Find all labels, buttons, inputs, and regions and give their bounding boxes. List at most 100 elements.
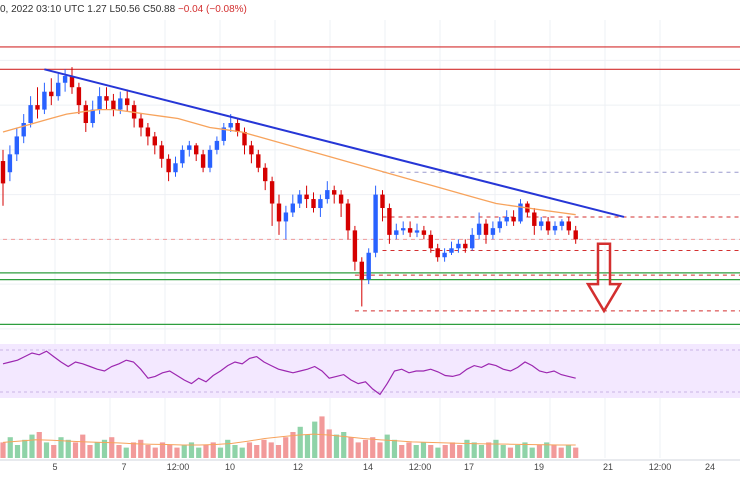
volume-bar <box>297 426 303 458</box>
volume-bar <box>65 439 71 458</box>
volume-bar <box>348 437 354 458</box>
header-change: −0.04 (−0.08%) <box>177 4 247 15</box>
candle-body <box>463 243 468 249</box>
candle-body <box>545 221 551 231</box>
candle-body <box>373 194 378 253</box>
volume-bar <box>174 447 180 458</box>
candle-body <box>435 248 440 258</box>
volume-bar <box>312 421 318 458</box>
x-tick-label: 17 <box>464 462 474 472</box>
volume-bar <box>94 442 100 458</box>
candle-body <box>118 98 123 110</box>
volume-bar <box>428 445 434 458</box>
candle-body <box>125 98 130 106</box>
volume-bar <box>536 445 543 458</box>
candle-body <box>242 131 247 146</box>
candle-body <box>449 248 454 253</box>
volume-bar <box>500 445 506 458</box>
volume-bar <box>399 445 405 458</box>
volume-bar <box>145 445 151 458</box>
volume-bar <box>457 445 463 458</box>
volume-bar <box>355 442 361 458</box>
candle-body <box>552 225 558 231</box>
volume-bar <box>268 442 274 458</box>
header-high: 1.27 <box>87 4 107 15</box>
volume-bar <box>420 442 427 458</box>
candle-body <box>338 194 344 204</box>
candle-body <box>414 230 420 233</box>
candle-body <box>325 190 330 200</box>
volume-ma-line <box>2 433 576 446</box>
candle-body <box>207 149 213 168</box>
rsi-line <box>2 350 576 396</box>
volume-bar <box>72 442 79 458</box>
ohlc-header: 0, 2022 03:10 UTC 1.27 L50.56 C50.88 −0.… <box>0 4 247 15</box>
candle-body <box>76 87 82 106</box>
candle-body <box>366 252 371 280</box>
volume-bar <box>261 439 267 458</box>
candle-body <box>14 136 19 155</box>
candle-body <box>69 76 75 88</box>
volume-bar <box>370 437 376 458</box>
candle-body <box>318 199 323 209</box>
candle-body <box>428 234 433 249</box>
volume-bar <box>87 445 93 458</box>
volume-bar <box>58 437 64 458</box>
volume-bar <box>232 445 238 458</box>
candle-body <box>483 223 489 235</box>
candle-body <box>159 145 164 159</box>
volume-bar <box>565 445 572 458</box>
volume-bar <box>449 442 456 458</box>
candle-body <box>28 105 33 124</box>
volume-bar <box>239 447 245 458</box>
x-tick-label: 24 <box>705 462 715 472</box>
volume-bar <box>529 447 535 458</box>
rsi-panel-background <box>0 344 740 398</box>
candle-body <box>421 230 427 235</box>
candle-body <box>283 212 289 222</box>
x-tick-label: 12 <box>293 462 303 472</box>
volume-bar <box>43 442 50 458</box>
volume-bar <box>319 416 325 458</box>
candle-body <box>345 203 351 231</box>
volume-bar <box>130 442 137 458</box>
candle-body <box>304 194 309 200</box>
candle-body <box>290 203 295 213</box>
candle-body <box>511 216 516 222</box>
x-tick-label: 21 <box>603 462 613 472</box>
candle-body <box>573 230 578 240</box>
x-tick-label: 14 <box>363 462 373 472</box>
candle-body <box>62 76 68 83</box>
volume-bar <box>377 442 383 458</box>
volume-bar <box>254 445 260 458</box>
volume-bar <box>109 437 115 458</box>
volume-bar <box>0 442 6 458</box>
volume-bar <box>326 429 332 458</box>
volume-bar <box>507 447 514 458</box>
candle-body <box>173 163 178 173</box>
volume-bar <box>116 445 122 458</box>
x-tick-label: 7 <box>121 462 126 472</box>
candle-body <box>152 136 157 146</box>
volume-bar <box>51 445 57 458</box>
volume-bar <box>435 447 441 458</box>
volume-bar <box>333 434 340 458</box>
candle-body <box>228 123 233 128</box>
candle-body <box>49 91 54 97</box>
candle-body <box>83 105 88 124</box>
candle-body <box>394 230 399 235</box>
candle-body <box>90 109 95 124</box>
volume-bar <box>138 439 144 458</box>
candle-body <box>235 123 240 132</box>
volume-bar <box>290 432 296 458</box>
candle-body <box>276 203 282 222</box>
candle-body <box>221 127 226 141</box>
x-tick-label: 5 <box>52 462 57 472</box>
candle-body <box>256 154 261 168</box>
volume-bar <box>225 439 231 458</box>
candle-body <box>0 161 6 184</box>
candle-body <box>559 221 565 226</box>
candle-body <box>490 228 496 235</box>
volume-bar <box>478 445 485 458</box>
